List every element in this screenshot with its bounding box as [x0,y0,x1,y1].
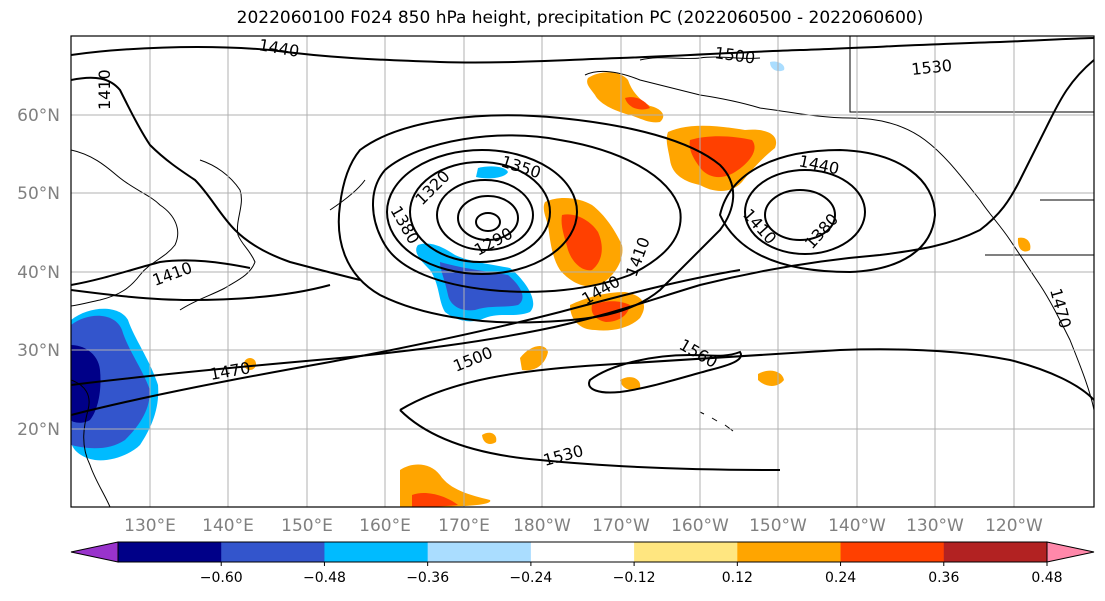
lon-label: 160°W [671,516,729,536]
longitude-labels: 130°E 140°E 150°E 160°E 170°E 180°W 170°… [124,516,1043,536]
colorbar: −0.60 −0.48 −0.36 −0.24 −0.12 0.12 0.24 0.36 0.4… [70,541,1095,586]
colorbar-segment [943,542,1048,562]
lon-label: 160°E [359,516,411,536]
latitude-labels: 60°N 50°N 40°N 30°N 20°N [17,106,60,440]
colorbar-segment [840,542,945,562]
contour-label: 1410 [95,69,114,110]
colorbar-tick-label: 0.12 [722,570,753,586]
colorbar-segment [530,542,635,562]
coastlines [71,56,1094,507]
lat-label: 40°N [17,263,60,283]
colorbar-segment [737,542,842,562]
lat-label: 60°N [17,106,60,126]
colorbar-max-extend [1046,541,1095,563]
colorbar-tick-label: −0.36 [406,570,449,586]
map-title: 2022060100 F024 850 hPa height, precipit… [236,8,924,28]
colorbar-segment [221,542,325,562]
gridlines [71,36,1094,507]
lat-label: 50°N [17,184,60,204]
lon-label: 170°E [438,516,490,536]
colorbar-segment [427,542,532,562]
colorbar-frame [117,541,1048,563]
colorbar-segments [118,542,1048,562]
map-frame [70,35,1095,508]
colorbar-tick-label: −0.24 [509,570,552,586]
lat-label: 30°N [17,341,60,361]
colorbar-tick-label: −0.12 [613,570,656,586]
lon-label: 130°W [906,516,964,536]
colorbar-tick-label: −0.60 [200,570,243,586]
colorbar-segment [634,542,738,562]
lon-label: 130°E [124,516,176,536]
lat-label: 20°N [17,420,60,440]
colorbar-min-extend [70,541,119,563]
colorbar-tick-label: 0.24 [825,570,856,586]
colorbar-segment [324,542,429,562]
lon-label: 150°E [281,516,333,536]
lon-label: 180°W [513,516,571,536]
lon-label: 170°W [592,516,650,536]
political-boundaries [849,36,1094,256]
lon-label: 140°E [202,516,254,536]
contour-label: 1530 [910,56,952,79]
colorbar-tick-label: 0.36 [928,570,959,586]
negative-anomaly-shading [71,61,785,461]
lon-label: 150°W [749,516,807,536]
colorbar-tick-label: −0.48 [303,570,346,586]
colorbar-ticks: −0.60 −0.48 −0.36 −0.24 −0.12 0.12 0.24 0.36 0.4… [200,562,1063,586]
height-contours [71,37,1094,471]
colorbar-tick-label: 0.48 [1031,570,1062,586]
positive-anomaly-shading [244,72,1031,507]
colorbar-segment [118,542,222,562]
lon-label: 140°W [828,516,886,536]
lon-label: 120°W [985,516,1043,536]
